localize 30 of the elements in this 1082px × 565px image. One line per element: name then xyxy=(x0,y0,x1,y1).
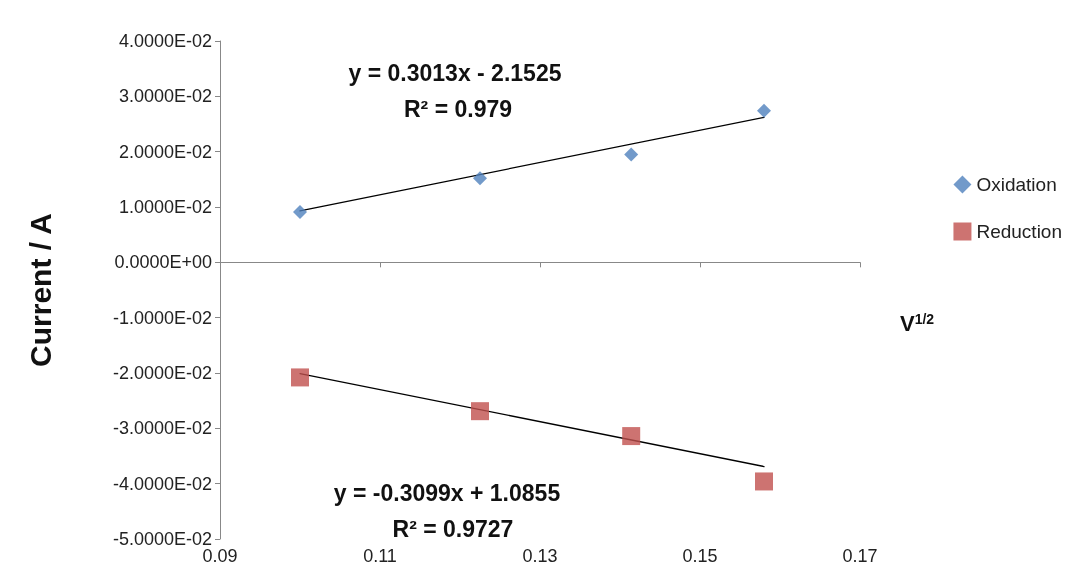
point xyxy=(622,427,641,446)
point xyxy=(291,368,309,387)
annotation: R² = 0.9727 xyxy=(392,516,514,542)
x-tick-label: 0.11 xyxy=(363,546,397,565)
legend-label: Oxidation xyxy=(976,174,1057,195)
point xyxy=(624,147,639,162)
x-tick-label: 0.13 xyxy=(522,546,558,565)
y-axis-title: Current / A xyxy=(23,213,57,367)
annotation: y = -0.3099x + 1.0855 xyxy=(333,480,561,506)
point xyxy=(293,204,307,219)
y-tick-label: -5.0000E-02 xyxy=(112,529,212,549)
point xyxy=(471,402,489,421)
x-tick-label: 0.15 xyxy=(682,546,718,565)
y-tick-label: 0.0000E+00 xyxy=(114,252,212,273)
y-tick-label: -4.0000E-02 xyxy=(112,473,212,494)
annotation: y = 0.3013x - 2.1525 xyxy=(348,60,562,86)
y-tick-label: -2.0000E-02 xyxy=(112,363,212,383)
y-tick-label: -3.0000E-02 xyxy=(112,418,212,439)
y-tick-label: 1.0000E-02 xyxy=(118,197,212,217)
legend-label: Reduction xyxy=(976,221,1063,242)
y-tick-label: 3.0000E-02 xyxy=(118,86,212,107)
x-tick-label: 0.17 xyxy=(842,546,878,565)
point xyxy=(473,171,487,186)
y-tick-label: 2.0000E-02 xyxy=(118,141,212,162)
point xyxy=(755,472,773,491)
y-tick-label: -1.0000E-02 xyxy=(112,307,212,328)
y-tick-label: 4.0000E-02 xyxy=(118,31,212,51)
point xyxy=(757,103,771,118)
x-tick-label: 0.09 xyxy=(202,546,238,565)
annotation: R² = 0.979 xyxy=(403,96,513,122)
